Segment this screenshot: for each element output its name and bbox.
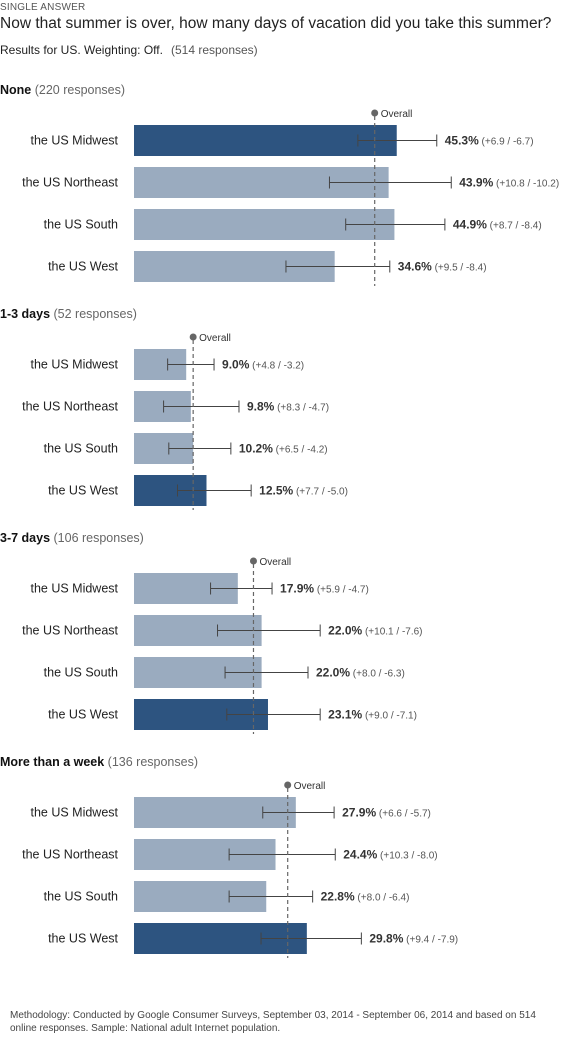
section-1-category-label: the US South	[44, 218, 118, 232]
section-1-overall-marker	[371, 109, 379, 117]
section-3-value: 22.0%	[316, 666, 350, 680]
section-1-category-label: the US Midwest	[30, 134, 118, 148]
section-1-bar	[134, 125, 397, 156]
section-2-category-label: the US Northeast	[22, 400, 118, 414]
section-2-category-label: the US South	[44, 442, 118, 456]
section-1-value: 34.6%	[398, 260, 432, 274]
section-4-responses: (136 responses)	[104, 755, 198, 769]
section-2-value: 10.2%	[239, 442, 273, 456]
section-1-value: 43.9%	[459, 176, 493, 190]
section-3-responses: (106 responses)	[50, 531, 144, 545]
section-2-category-label: the US Midwest	[30, 358, 118, 372]
section-1-error-range: (+9.5 / -8.4)	[432, 263, 487, 274]
total-responses-label: (514 responses)	[170, 43, 258, 57]
section-2-title: 1-3 days	[0, 307, 50, 321]
section-3-category-label: the US West	[48, 708, 118, 722]
section-1-responses: (220 responses)	[31, 83, 125, 97]
section-2-value-label: 9.8% (+8.3 / -4.7)	[247, 400, 329, 414]
section-1-value-label: 43.9% (+10.8 / -10.2)	[459, 176, 559, 190]
section-2-value-label: 10.2% (+6.5 / -4.2)	[239, 442, 328, 456]
section-4-category-label: the US West	[48, 932, 118, 946]
section-3-category-label: the US Northeast	[22, 624, 118, 638]
section-2-overall-marker	[189, 333, 197, 341]
methodology-note: Methodology: Conducted by Google Consume…	[10, 1010, 536, 1034]
section-2-heading: 1-3 days (52 responses)	[0, 307, 137, 321]
section-2-value: 9.8%	[247, 400, 275, 414]
section-4-title: More than a week	[0, 755, 104, 769]
question-type-label: SINGLE ANSWER	[0, 2, 86, 13]
section-4-heading: More than a week (136 responses)	[0, 755, 198, 769]
section-1-value: 44.9%	[453, 218, 487, 232]
section-4-category-label: the US South	[44, 890, 118, 904]
section-4-overall-label: Overall	[294, 781, 326, 792]
section-2-responses: (52 responses)	[50, 307, 137, 321]
section-1-error-range: (+10.8 / -10.2)	[493, 179, 559, 190]
section-4-error-range: (+6.6 / -5.7)	[376, 809, 431, 820]
section-2-error-range: (+6.5 / -4.2)	[273, 445, 328, 456]
section-3-error-range: (+8.0 / -6.3)	[350, 669, 405, 680]
section-3-overall-marker	[249, 557, 257, 565]
section-3-value: 23.1%	[328, 708, 362, 722]
section-4-value-label: 29.8% (+9.4 / -7.9)	[369, 932, 458, 946]
section-3-error-range: (+5.9 / -4.7)	[314, 585, 369, 596]
section-3-error-range: (+10.1 / -7.6)	[362, 627, 422, 638]
section-4-value: 24.4%	[343, 848, 377, 862]
section-4-value-label: 22.8% (+8.0 / -6.4)	[321, 890, 410, 904]
section-3-category-label: the US South	[44, 666, 118, 680]
section-3-value-label: 22.0% (+10.1 / -7.6)	[328, 624, 422, 638]
section-2-error-range: (+8.3 / -4.7)	[274, 403, 329, 414]
section-4-category-label: the US Midwest	[30, 806, 118, 820]
section-3-overall-label: Overall	[259, 557, 291, 568]
section-3-heading: 3-7 days (106 responses)	[0, 531, 144, 545]
section-1-title: None	[0, 83, 31, 97]
section-3-value-label: 23.1% (+9.0 / -7.1)	[328, 708, 417, 722]
results-weighting-label: Results for US. Weighting: Off.	[0, 43, 163, 57]
section-4-value-label: 24.4% (+10.3 / -8.0)	[343, 848, 437, 862]
results-chart: None (220 responses) the US Midwest 45.3% …	[0, 83, 559, 958]
section-4-value: 22.8%	[321, 890, 355, 904]
section-1-value: 45.3%	[445, 134, 479, 148]
section-3-title: 3-7 days	[0, 531, 50, 545]
section-1-value-label: 45.3% (+6.9 / -6.7)	[445, 134, 534, 148]
section-4-error-range: (+8.0 / -6.4)	[355, 893, 410, 904]
question-title: Now that summer is over, how many days o…	[0, 15, 552, 32]
section-2-value: 12.5%	[259, 484, 293, 498]
section-2-error-range: (+7.7 / -5.0)	[293, 487, 348, 498]
section-1-value-label: 34.6% (+9.5 / -8.4)	[398, 260, 487, 274]
section-1-heading: None (220 responses)	[0, 83, 125, 97]
section-1-error-range: (+6.9 / -6.7)	[479, 137, 534, 148]
section-4-error-range: (+9.4 / -7.9)	[403, 935, 458, 946]
section-2-value-label: 9.0% (+4.8 / -3.2)	[222, 358, 304, 372]
section-4-value: 29.8%	[369, 932, 403, 946]
section-1-error-range: (+8.7 / -8.4)	[487, 221, 542, 232]
section-2-overall-label: Overall	[199, 333, 231, 344]
section-1-category-label: the US West	[48, 260, 118, 274]
section-2-value-label: 12.5% (+7.7 / -5.0)	[259, 484, 348, 498]
section-2-error-range: (+4.8 / -3.2)	[249, 361, 304, 372]
section-3-value: 17.9%	[280, 582, 314, 596]
section-4-error-range: (+10.3 / -8.0)	[377, 851, 437, 862]
section-2-category-label: the US West	[48, 484, 118, 498]
section-3-value-label: 17.9% (+5.9 / -4.7)	[280, 582, 369, 596]
section-4-category-label: the US Northeast	[22, 848, 118, 862]
section-3-category-label: the US Midwest	[30, 582, 118, 596]
section-1-overall-label: Overall	[381, 109, 413, 120]
section-1-value-label: 44.9% (+8.7 / -8.4)	[453, 218, 542, 232]
section-4-value-label: 27.9% (+6.6 / -5.7)	[342, 806, 431, 820]
section-4-overall-marker	[284, 781, 292, 789]
section-1-category-label: the US Northeast	[22, 176, 118, 190]
section-3-error-range: (+9.0 / -7.1)	[362, 711, 417, 722]
section-4-value: 27.9%	[342, 806, 376, 820]
section-3-value-label: 22.0% (+8.0 / -6.3)	[316, 666, 405, 680]
section-3-value: 22.0%	[328, 624, 362, 638]
results-summary: Results for US. Weighting: Off. (514 resp…	[0, 43, 258, 57]
section-2-value: 9.0%	[222, 358, 250, 372]
